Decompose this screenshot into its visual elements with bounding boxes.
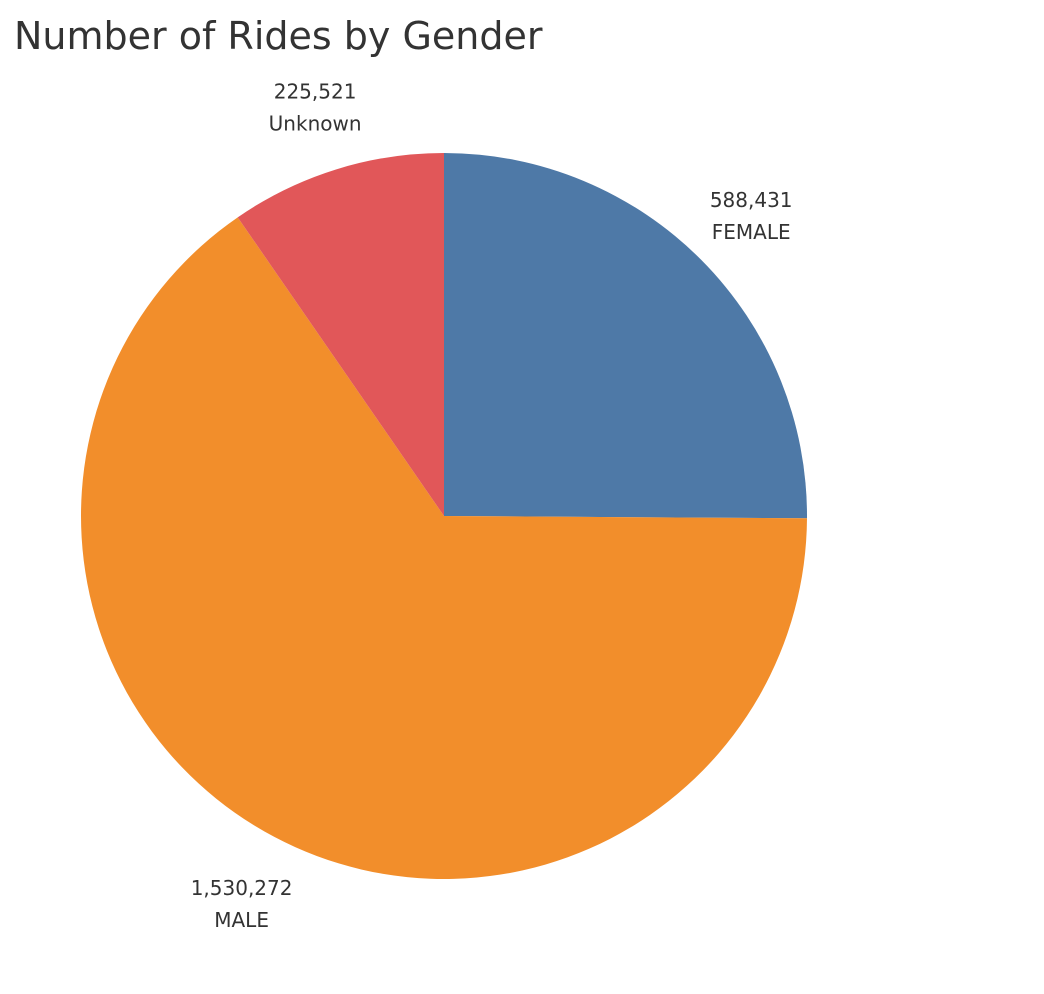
pie-slices bbox=[81, 153, 807, 880]
slice-value-label-male: 1,530,272 bbox=[191, 876, 293, 900]
slice-category-label-unknown: Unknown bbox=[269, 112, 362, 136]
slice-value-label-unknown: 225,521 bbox=[274, 80, 357, 104]
slice-category-label-male: MALE bbox=[214, 908, 269, 932]
slice-value-label-female: 588,431 bbox=[710, 188, 793, 212]
slice-category-label-female: FEMALE bbox=[712, 220, 791, 244]
chart-title: Number of Rides by Gender bbox=[14, 14, 543, 58]
pie-slice-female[interactable] bbox=[444, 153, 807, 519]
pie-labels: 588,431 FEMALE 1,530,272 MALE 225,521 Unknown bbox=[191, 80, 793, 932]
pie-slice-male[interactable] bbox=[81, 217, 807, 880]
pie-slice-unknown[interactable] bbox=[237, 153, 444, 516]
